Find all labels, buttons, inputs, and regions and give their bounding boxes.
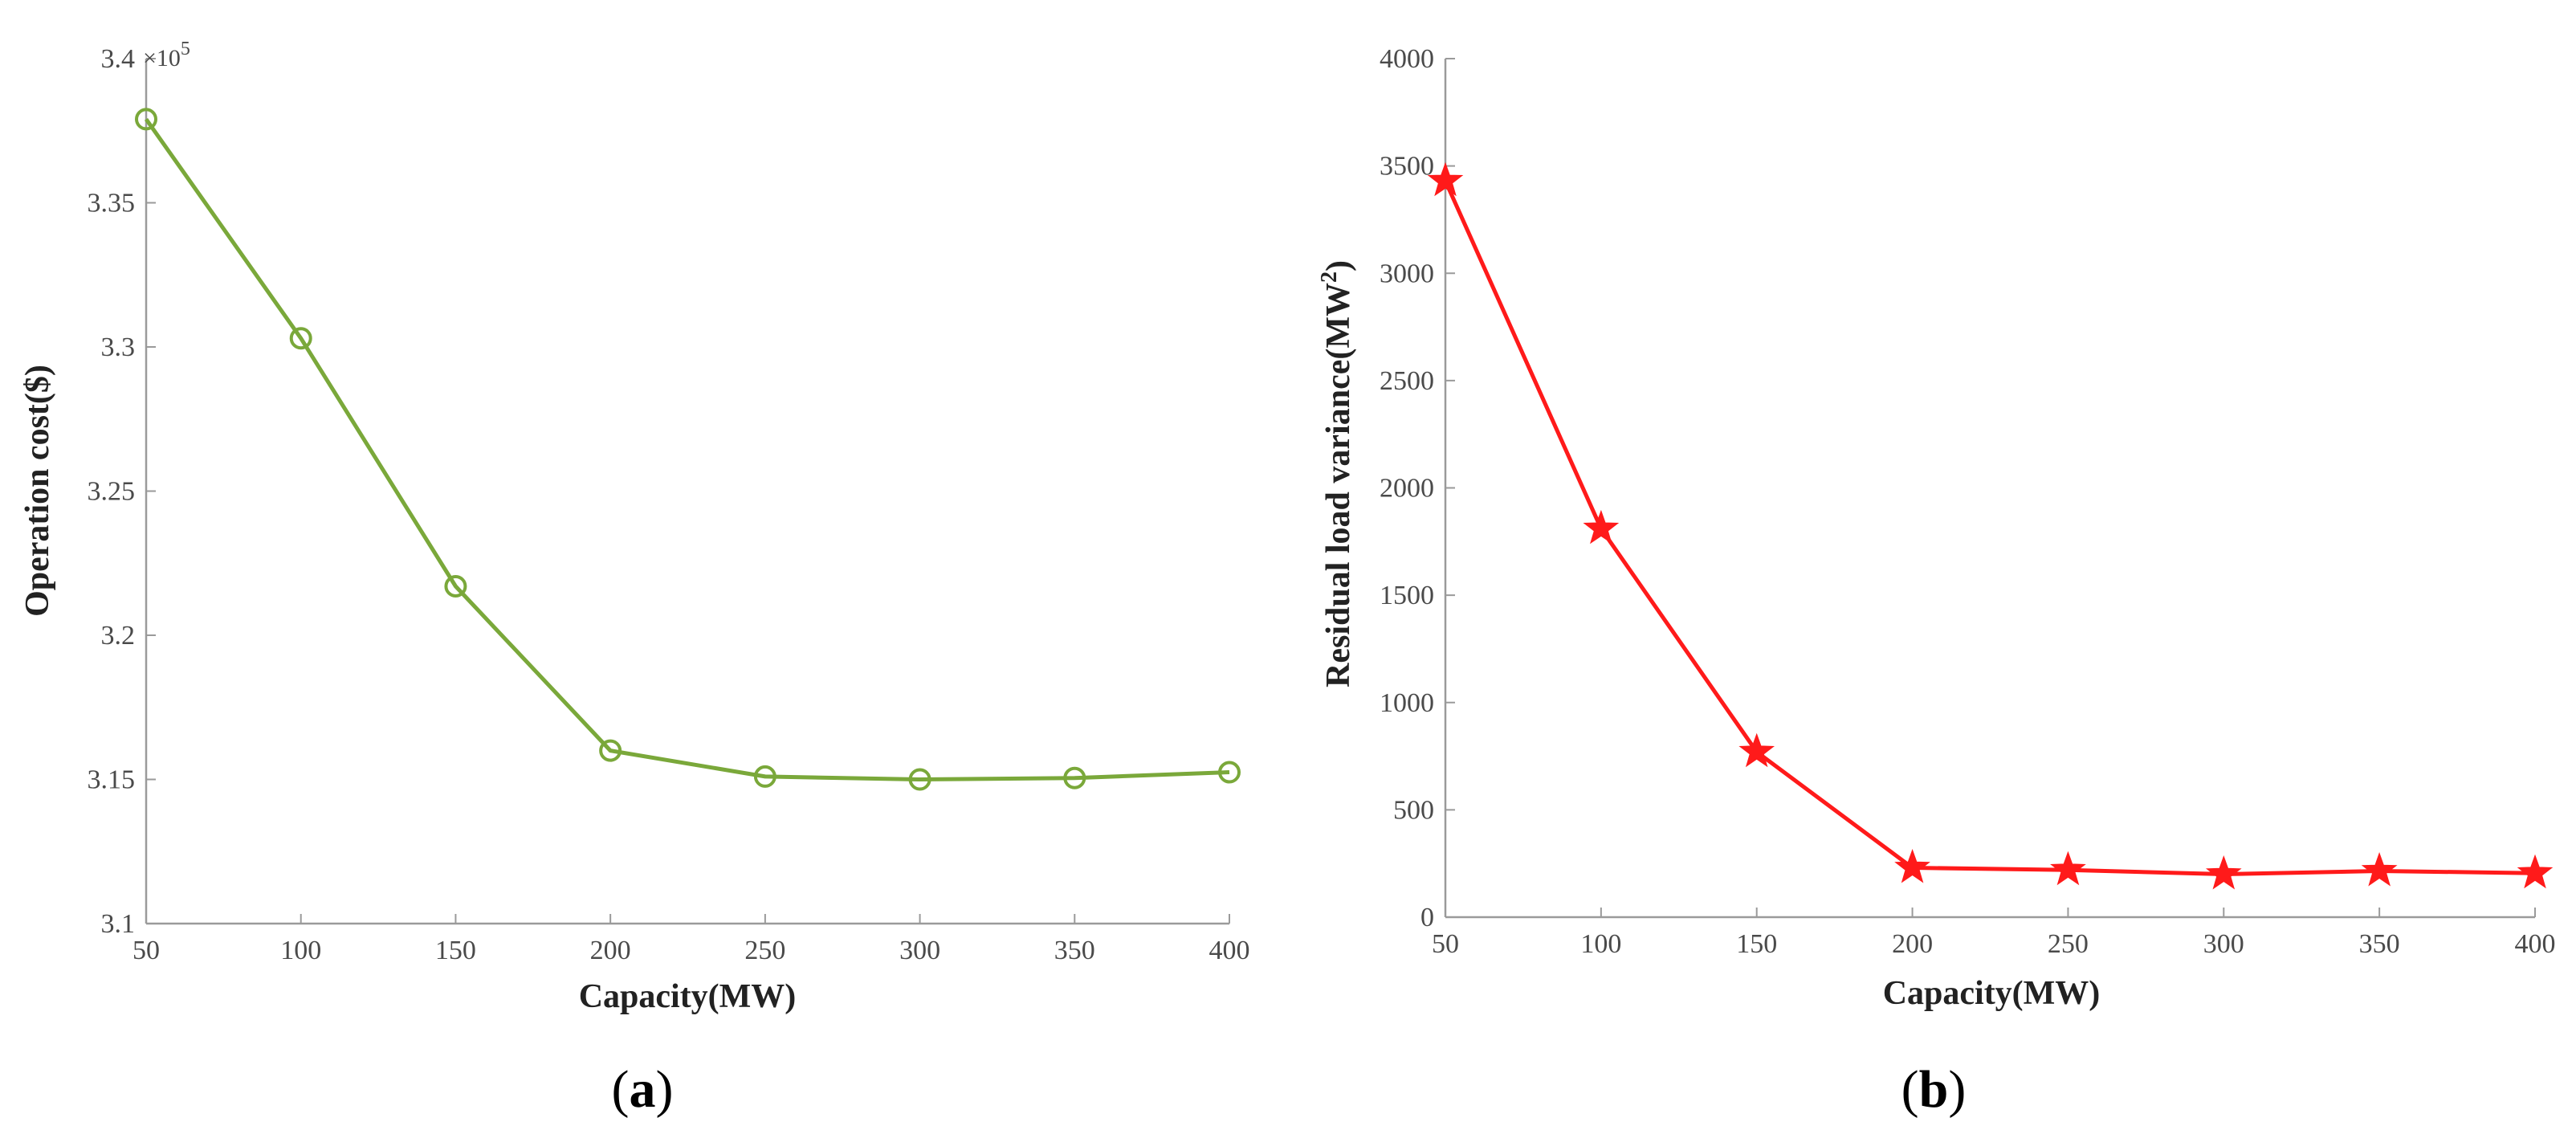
chart-a-caption: (a)	[612, 1060, 674, 1119]
y-tick-label: 3.15	[88, 765, 136, 795]
x-tick-label: 100	[280, 936, 321, 965]
data-point	[753, 765, 776, 788]
data-point	[2517, 854, 2554, 889]
y-tick-label: 0	[1420, 903, 1434, 932]
x-tick-label: 350	[2359, 929, 2400, 959]
data-point	[1427, 161, 1464, 197]
y-tick-label: 3.4	[101, 44, 136, 74]
chart-a-y-label: Operation cost($)	[19, 365, 56, 617]
chart-a: 50 100 150 200 250 300 350 400 3.1 3.15 3.2 3.25 3.3…	[19, 39, 1250, 1119]
y-tick-label: 500	[1393, 795, 1434, 825]
x-tick-label: 200	[590, 936, 631, 965]
data-point	[599, 739, 622, 762]
x-tick-label: 400	[2515, 929, 2556, 959]
chart-a-ticks: 50 100 150 200 250 300 350 400 3.1 3.15 3.2 3.25 3.3…	[88, 44, 1250, 965]
data-point	[2050, 850, 2086, 886]
x-tick-label: 300	[899, 936, 940, 965]
chart-b-caption: (b)	[1901, 1060, 1967, 1119]
data-point	[444, 574, 467, 598]
y-tick-label: 1500	[1380, 581, 1434, 610]
data-point	[1218, 761, 1241, 784]
chart-b-y-label: Residual load variance(MW2)	[1317, 260, 1357, 687]
x-tick-label: 150	[435, 936, 476, 965]
x-tick-label: 50	[132, 936, 160, 965]
x-tick-label: 200	[1892, 929, 1933, 959]
y-tick-label: 3500	[1380, 152, 1434, 182]
x-tick-label: 250	[2048, 929, 2089, 959]
data-point	[1583, 509, 1620, 545]
x-tick-label: 350	[1054, 936, 1095, 965]
y-tick-label: 2000	[1380, 474, 1434, 504]
y-tick-label: 3.35	[88, 189, 136, 218]
data-point	[1738, 732, 1775, 768]
y-tick-label: 3.3	[101, 332, 136, 362]
chart-b: 50 100 150 200 250 300 350 40005001000150020002…	[1317, 44, 2556, 1119]
y-tick-label: 4000	[1380, 44, 1434, 74]
data-point	[2361, 852, 2398, 887]
x-tick-label: 150	[1736, 929, 1777, 959]
x-tick-label: 250	[744, 936, 785, 965]
data-point	[135, 108, 157, 131]
chart-a-x-label: Capacity(MW)	[579, 978, 797, 1015]
data-point	[2205, 855, 2242, 890]
series-line	[144, 117, 1230, 781]
y-tick-label: 1000	[1380, 688, 1434, 718]
x-tick-label: 300	[2203, 929, 2244, 959]
y-tick-label: 3.2	[101, 621, 136, 651]
chart-a-series	[135, 108, 1241, 791]
data-point	[1894, 849, 1930, 883]
chart-b-x-label: Capacity(MW)	[1883, 975, 2101, 1012]
y-tick-label: 3.1	[101, 909, 136, 939]
chart-a-y-multiplier: ×105	[143, 39, 190, 71]
data-point	[1063, 766, 1086, 789]
y-tick-label: 2500	[1380, 366, 1434, 396]
x-tick-label: 100	[1580, 929, 1621, 959]
chart-b-ticks: 50 100 150 200 250 300 350 40005001000150020002…	[1380, 44, 2556, 959]
y-tick-label: 3.25	[88, 477, 136, 507]
y-tick-label: 3000	[1380, 259, 1434, 288]
x-tick-label: 400	[1209, 936, 1250, 965]
series-line	[1443, 180, 2536, 876]
data-point	[289, 327, 312, 350]
x-tick-label: 50	[1432, 929, 1459, 959]
chart-b-series	[1427, 161, 2554, 890]
data-point	[908, 768, 931, 791]
